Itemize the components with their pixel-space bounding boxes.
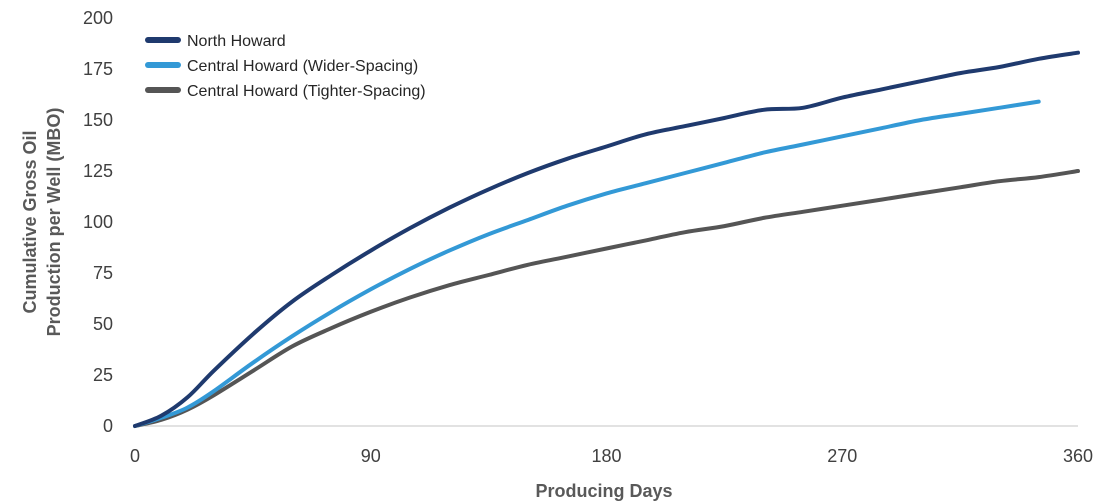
y-tick-label: 100 [83, 212, 113, 232]
y-tick-label: 150 [83, 110, 113, 130]
y-tick-label: 0 [103, 416, 113, 436]
y-axis-title-line-2: Production per Well (MBO) [44, 108, 64, 337]
y-axis-ticks: 0 25 50 75 100 125 150 175 200 [83, 8, 113, 436]
x-tick-label: 90 [361, 446, 381, 466]
y-axis-title: Cumulative Gross Oil Production per Well… [20, 108, 64, 337]
x-axis-title: Producing Days [535, 481, 672, 501]
x-axis-ticks: 0 90 180 270 360 [130, 446, 1093, 466]
x-tick-label: 0 [130, 446, 140, 466]
y-tick-label: 125 [83, 161, 113, 181]
legend-label: Central Howard (Wider-Spacing) [187, 58, 418, 75]
legend: North Howard Central Howard (Wider-Spacin… [145, 33, 426, 100]
y-tick-label: 175 [83, 59, 113, 79]
y-axis-title-line-1: Cumulative Gross Oil [20, 130, 40, 313]
series-line-1 [133, 50, 1080, 428]
x-tick-label: 180 [591, 446, 621, 466]
legend-label: North Howard [187, 33, 286, 50]
y-tick-label: 25 [93, 365, 113, 385]
legend-label: Central Howard (Tighter-Spacing) [187, 83, 426, 100]
y-tick-label: 75 [93, 263, 113, 283]
x-tick-label: 270 [827, 446, 857, 466]
y-tick-label: 50 [93, 314, 113, 334]
x-tick-label: 360 [1063, 446, 1093, 466]
series-layer [133, 50, 1080, 428]
y-tick-label: 200 [83, 8, 113, 28]
series-line-2 [133, 99, 1041, 428]
series-line-3 [133, 169, 1080, 428]
